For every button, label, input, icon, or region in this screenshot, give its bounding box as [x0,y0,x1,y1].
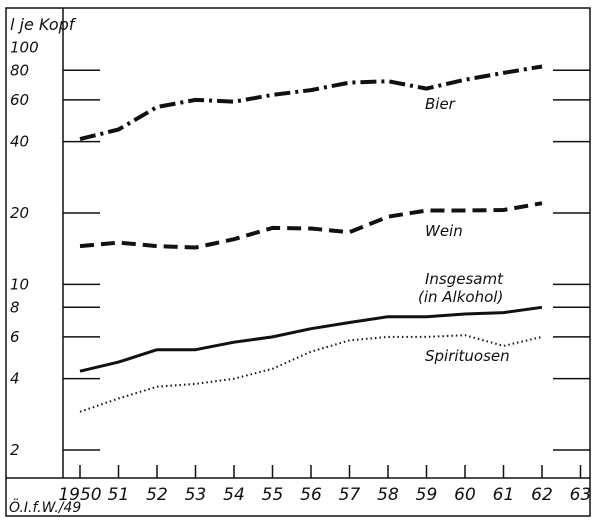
series-line-bier [79,64,543,142]
x-tick-label-62: 62 [531,485,553,505]
data-point-bier-1952 [156,106,159,109]
y-tick-label-10: 10 [10,275,29,293]
x-tick-label-52: 52 [146,485,168,505]
x-tick-label-63: 63 [570,485,592,505]
x-tick-label-59: 59 [416,485,438,505]
series-label-in-alkohol: (in Alkohol) [418,288,503,306]
data-point-wein-1951 [117,241,120,244]
y-axis-unit-label: l je Kopf [10,15,77,34]
y-tick-label-80: 80 [10,61,29,79]
x-tick-label-60: 60 [454,485,476,505]
y-axis-ticks: 100 80 60 40 20 10 8 6 4 2 [10,38,590,459]
series-label-spirituosen: Spirituosen [425,347,510,365]
series-label-wein: Wein [425,222,463,240]
x-tick-label-1950: 1950 [58,485,101,505]
data-point-bier-1958 [387,80,390,83]
y-tick-label-2: 2 [10,441,20,459]
series-lines [79,64,544,413]
data-point-bier-1955 [271,93,274,96]
data-point-bier-1960 [464,78,467,81]
data-point-wein-1959 [425,209,428,212]
series-label-bier: Bier [425,95,456,113]
x-tick-label-55: 55 [262,485,284,505]
series-line-wein [79,201,543,250]
y-tick-label-40: 40 [10,133,29,151]
x-tick-label-56: 56 [300,485,322,505]
y-tick-label-4: 4 [10,370,20,388]
y-tick-label-60: 60 [10,91,29,109]
series-label-insgesamt: Insgesamt [425,270,504,288]
x-tick-label-57: 57 [339,485,361,505]
data-point-spirituosen-1962 [541,335,544,338]
chart-frame [5,7,591,517]
series-line-insgesamt-in-alkohol [79,305,543,373]
x-tick-label-61: 61 [493,485,515,505]
y-tick-label-6: 6 [10,328,20,346]
x-tick-label-54: 54 [223,485,245,505]
data-point-bier-1957 [348,81,351,84]
x-tick-label-58: 58 [377,485,399,505]
y-tick-label-8: 8 [10,298,20,316]
y-tick-label-100: 100 [10,38,39,56]
y-tick-label-20: 20 [10,204,29,222]
x-tick-label-51: 51 [108,485,130,505]
x-tick-label-53: 53 [185,485,207,505]
series-line-spirituosen [79,334,543,413]
x-axis-ticks: 1950 51 52 53 54 55 56 57 58 59 60 61 62 63 [58,465,591,505]
source-note: Ö.I.f.W./49 [9,498,81,516]
